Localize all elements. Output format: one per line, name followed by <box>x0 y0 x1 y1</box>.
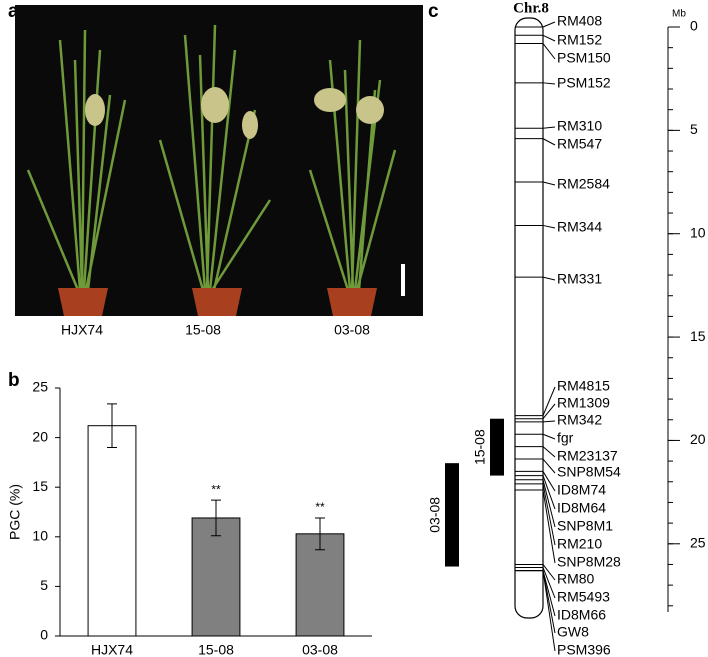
marker-label: SNP8M1 <box>557 518 613 534</box>
marker-label: PSM150 <box>557 50 611 66</box>
marker-connector <box>542 570 556 617</box>
marker-label: ID8M66 <box>557 607 606 623</box>
marker-connector <box>542 43 556 60</box>
x-tick-label: 15-08 <box>198 642 234 657</box>
marker-label: RM408 <box>557 13 602 29</box>
map-tick-label: 10 <box>690 224 706 240</box>
marker-connector <box>542 471 556 492</box>
map-tick-label: 0 <box>690 18 698 34</box>
y-tick-label: 25 <box>32 379 48 395</box>
marker-label: RM5493 <box>557 589 610 605</box>
photo-label: 03-08 <box>334 322 370 338</box>
map-axis-title: Mb <box>672 9 686 20</box>
marker-label: ID8M74 <box>557 482 606 498</box>
y-tick-label: 20 <box>32 428 48 444</box>
significance: ** <box>315 500 325 514</box>
marker-connector <box>542 475 556 510</box>
marker-connector <box>542 458 556 474</box>
marker-connector <box>542 126 556 129</box>
panel-label: b <box>8 370 20 391</box>
error-bar <box>211 499 221 537</box>
marker-connector <box>542 446 556 458</box>
marker-label: RM152 <box>557 32 602 48</box>
marker-label: RM547 <box>557 136 602 152</box>
marker-connector <box>542 181 556 186</box>
y-tick-label: 5 <box>40 577 48 593</box>
marker-connector <box>542 138 556 146</box>
marker-label: RM23137 <box>557 448 618 464</box>
marker-label: GW8 <box>557 624 589 640</box>
marker-label: PSM396 <box>557 642 611 657</box>
marker-connector <box>542 224 556 229</box>
y-tick-label: 0 <box>40 627 48 643</box>
marker-label: RM344 <box>557 219 602 235</box>
error-bar <box>107 403 117 449</box>
marker-label: SNP8M54 <box>557 464 621 480</box>
marker-connector <box>542 489 556 564</box>
marker-label: RM1309 <box>557 395 610 411</box>
map-tick-label: 5 <box>690 121 698 137</box>
marker-label: RM310 <box>557 118 602 134</box>
marker-connector <box>542 276 556 281</box>
photo-label: HJX74 <box>61 322 103 338</box>
marker-label: RM342 <box>557 412 602 428</box>
marker-connector <box>542 479 556 528</box>
marker-connector <box>542 433 556 440</box>
x-tick-label: HJX74 <box>91 642 133 657</box>
introgression-segment <box>490 418 504 476</box>
segment-label: 03-08 <box>427 497 443 533</box>
map-tick-label: 20 <box>690 431 706 447</box>
panel-label: a <box>8 1 19 22</box>
marker-label: RM2584 <box>557 176 610 192</box>
marker-label: fgr <box>557 430 574 446</box>
introgression-segment <box>445 463 459 567</box>
marker-label: ID8M64 <box>557 500 606 516</box>
marker-connector <box>542 420 556 423</box>
error-bar <box>315 517 325 551</box>
y-tick-label: 10 <box>32 528 48 544</box>
marker-connector <box>542 34 556 42</box>
photo <box>15 5 423 316</box>
marker-connector <box>542 403 556 420</box>
marker-label: RM4815 <box>557 378 610 394</box>
y-tick-label: 15 <box>32 478 48 494</box>
x-tick-label: 03-08 <box>302 642 338 657</box>
significance: ** <box>211 482 221 496</box>
bar <box>191 517 241 637</box>
photo-label: 15-08 <box>185 322 221 338</box>
bar <box>87 425 137 637</box>
segment-label: 15-08 <box>472 429 488 465</box>
y-axis-title: PGC (%) <box>7 484 23 540</box>
marker-label: RM210 <box>557 536 602 552</box>
chromosome <box>514 17 544 619</box>
bar <box>295 533 345 637</box>
marker-connector <box>542 82 556 85</box>
map-tick-label: 15 <box>690 328 706 344</box>
marker-connector <box>542 564 556 581</box>
marker-label: SNP8M28 <box>557 554 621 570</box>
marker-connector <box>542 567 556 599</box>
map-tick-label: 25 <box>690 534 706 550</box>
marker-connector <box>542 386 556 416</box>
marker-connector <box>542 570 556 652</box>
marker-connector <box>542 483 556 546</box>
map-title: Chr.8 <box>513 0 549 16</box>
marker-label: RM80 <box>557 571 595 587</box>
marker-label: PSM152 <box>557 75 611 91</box>
marker-connector <box>542 21 556 28</box>
marker-label: RM331 <box>557 271 602 287</box>
panel-label: c <box>428 1 439 22</box>
